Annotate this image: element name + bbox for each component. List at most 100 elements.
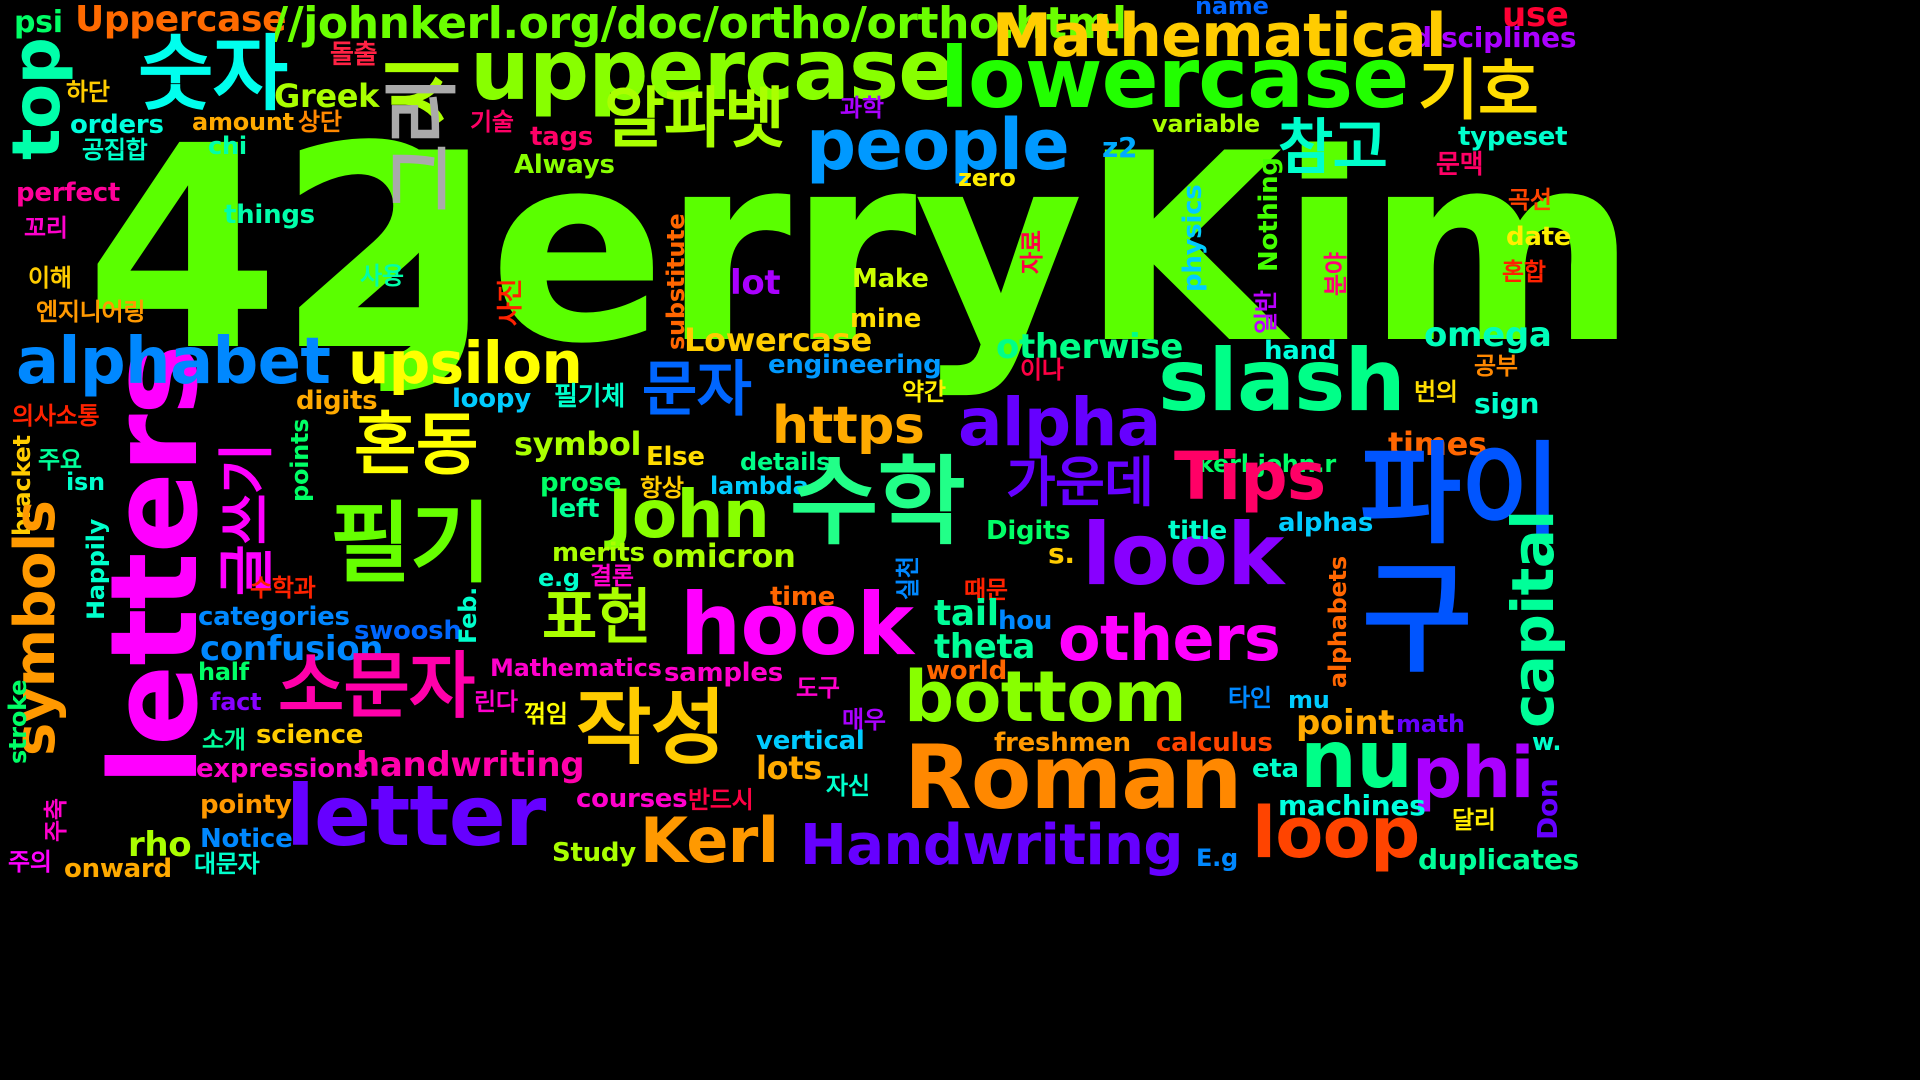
word: chi <box>208 132 247 160</box>
word: lots <box>756 749 823 787</box>
word: Mathematical <box>992 1 1447 71</box>
word: engineering <box>768 350 942 380</box>
word: 수학과 <box>250 574 316 602</box>
word: 린다 <box>474 688 518 716</box>
word: 알파벳 <box>604 80 785 157</box>
word: merits <box>552 538 645 568</box>
word: Roman <box>904 726 1242 829</box>
word: loop <box>1252 792 1420 874</box>
word: 타인 <box>1228 684 1272 712</box>
word: 문자 <box>642 355 752 425</box>
word: Make <box>852 264 929 294</box>
word: handwriting <box>356 745 585 785</box>
word: phi <box>1412 732 1535 814</box>
word: rho <box>128 825 192 865</box>
word: variable <box>1152 110 1260 138</box>
word: alphabet <box>16 325 331 399</box>
word: Greek <box>274 77 380 115</box>
word: Don <box>1531 778 1564 840</box>
word: typeset <box>1458 122 1568 152</box>
word: 이나 <box>1020 356 1064 384</box>
word: others <box>1058 602 1281 675</box>
word: loopy <box>452 384 531 414</box>
word: 문맥 <box>1436 150 1484 180</box>
word: 일반 <box>1252 290 1280 334</box>
word: point <box>1296 703 1395 743</box>
word: math <box>1396 710 1465 738</box>
word: 그리 <box>380 77 466 212</box>
word: 42 <box>85 87 472 413</box>
word: 사진 <box>496 278 526 326</box>
word: Uppercase <box>75 0 287 40</box>
word: w. <box>1532 728 1562 756</box>
word: perfect <box>16 178 121 208</box>
word: 이해 <box>28 264 72 292</box>
word: upsilon <box>348 329 583 397</box>
word: left <box>550 494 600 524</box>
word: expressions <box>196 754 369 784</box>
word: mu <box>1288 686 1330 714</box>
word: 번의 <box>1414 378 1458 406</box>
word: 소문자 <box>278 644 475 728</box>
word: 필기체 <box>554 382 625 412</box>
word: 공부 <box>1474 352 1518 380</box>
word: alphas <box>1278 508 1374 538</box>
word: machines <box>1278 789 1426 822</box>
word: lambda <box>710 472 809 500</box>
word: science <box>256 720 364 750</box>
word: John <box>608 476 770 553</box>
word: pointy <box>200 790 292 820</box>
word: Tips <box>1174 438 1326 515</box>
word: date <box>1506 222 1572 252</box>
word: 항상 <box>640 474 684 502</box>
word: disciplines <box>1412 21 1577 54</box>
word: letters <box>86 345 225 786</box>
word: E.g <box>1196 844 1238 872</box>
word: capital <box>1499 510 1567 728</box>
word: half <box>198 658 249 686</box>
word: theta <box>934 627 1036 667</box>
word: name <box>1195 0 1269 20</box>
word: psi <box>14 5 63 40</box>
word: people <box>806 104 1070 186</box>
word: tags <box>530 122 594 152</box>
word: omega <box>1424 315 1552 355</box>
word: 파이 <box>1360 431 1561 559</box>
word: 사용 <box>360 262 404 290</box>
word: 공집합 <box>82 136 148 164</box>
word: Kerl <box>640 804 779 877</box>
word: Notice <box>200 824 293 854</box>
word: https <box>772 396 925 456</box>
word: bottom <box>904 656 1187 738</box>
word: 기호 <box>1418 52 1539 129</box>
word: 구 <box>1362 550 1472 689</box>
word: letter <box>286 767 546 865</box>
word: onward <box>64 854 172 884</box>
word: lowercase <box>940 29 1409 127</box>
word: 꼬리 <box>24 214 68 242</box>
word: 주의 <box>8 848 52 876</box>
word: duplicates <box>1418 843 1579 876</box>
word: amount <box>192 108 294 136</box>
word: 표현 <box>542 583 652 653</box>
word: 자신 <box>826 772 870 800</box>
word: Else <box>646 442 705 472</box>
word: omicron <box>652 537 796 575</box>
word: 반드시 <box>688 786 754 814</box>
word: uppercase <box>470 21 955 119</box>
word: things <box>224 200 315 230</box>
word: stroke <box>4 679 32 764</box>
word: mine <box>850 304 922 334</box>
word: 돌출 <box>330 40 378 70</box>
word: title <box>1168 516 1228 546</box>
word: z2 <box>1102 131 1138 164</box>
word: digits <box>296 386 378 416</box>
word: alphabets <box>1324 556 1352 688</box>
word: 곡선 <box>1508 186 1552 214</box>
word: look <box>1082 505 1284 605</box>
word: fact <box>210 688 262 716</box>
word: 약간 <box>902 378 946 406</box>
word: 수학 <box>790 446 966 558</box>
word: 분야 <box>1322 252 1350 296</box>
